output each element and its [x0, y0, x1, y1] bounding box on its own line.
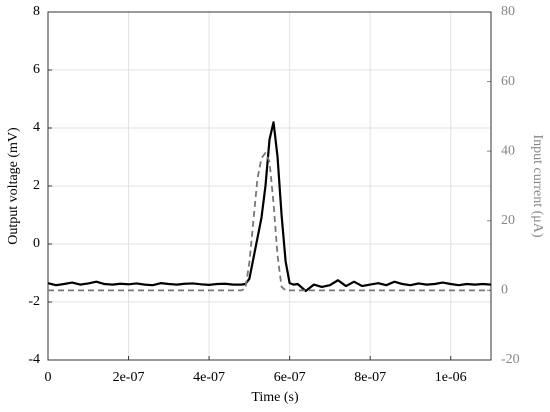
- y-tick-label: 8: [33, 4, 40, 19]
- x-tick-label: 4e-07: [193, 370, 225, 385]
- y2-tick-label: 20: [501, 213, 515, 228]
- plot-frame: [47, 11, 492, 361]
- y-tick-label: 2: [33, 178, 40, 193]
- x-tick-label: 6e-07: [274, 370, 306, 385]
- x-tick-label: 1e-06: [435, 370, 467, 385]
- x-tick-label: 0: [45, 370, 52, 385]
- data-line: [48, 152, 491, 292]
- y2-tick-label: 60: [501, 74, 515, 89]
- y-tick-label: -2: [28, 294, 40, 309]
- y2-tick-label: -20: [501, 352, 520, 367]
- y-tick-label: -4: [28, 352, 40, 367]
- y2-tick-label: 80: [501, 4, 515, 19]
- y-tick-label: 6: [33, 62, 40, 77]
- y2-tick-label: 40: [501, 143, 515, 158]
- y-tick-label: 4: [33, 120, 40, 135]
- x-tick-label: 8e-07: [354, 370, 386, 385]
- x-axis-label: Time (s): [251, 390, 299, 405]
- y-axis-label: Output voltage (mV): [6, 127, 21, 245]
- y2-axis-label: Input current (μA): [530, 134, 545, 237]
- y2-tick-label: 0: [501, 283, 508, 298]
- y-tick-label: 0: [33, 236, 40, 251]
- data-line: [47, 121, 492, 293]
- x-tick-label: 2e-07: [113, 370, 145, 385]
